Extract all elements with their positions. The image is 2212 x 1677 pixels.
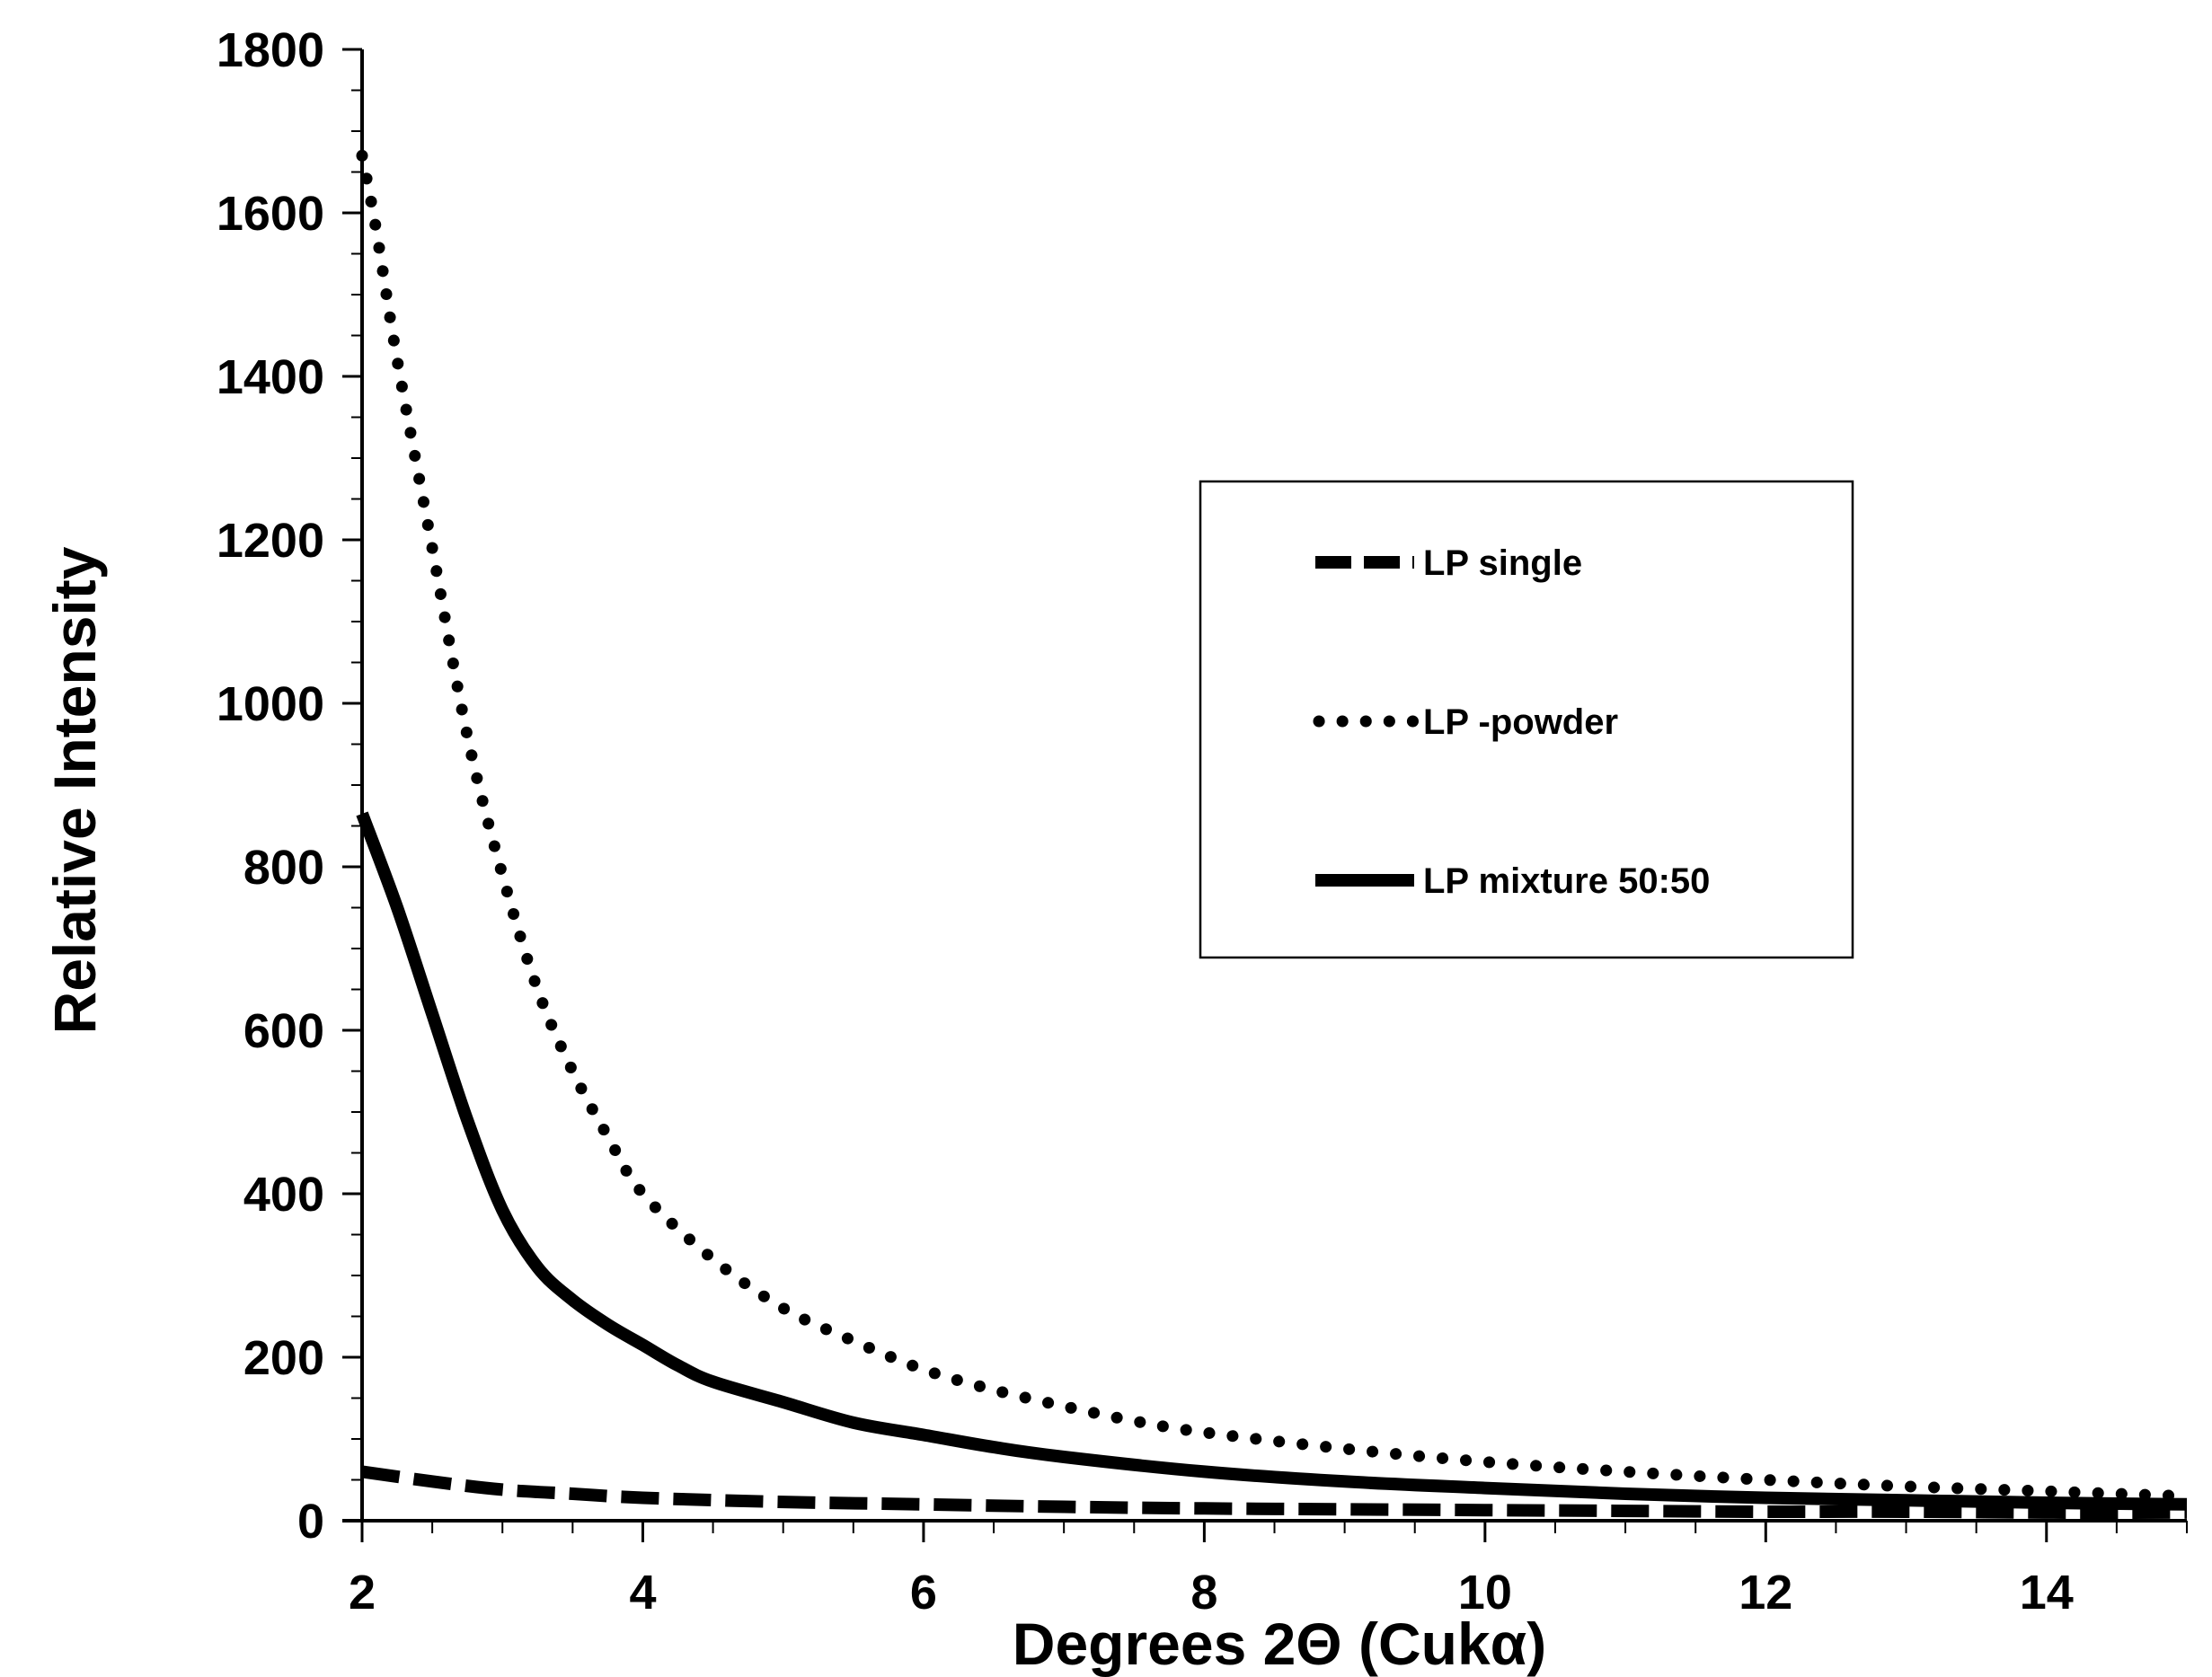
x-major-ticks (360, 1521, 2048, 1542)
x-axis-title: Degrees 2Θ (Cukα) (1013, 1611, 1546, 1677)
legend: LP single LP -powder LP mixture 50:50 (1199, 480, 1854, 959)
y-tick-label: 1000 (217, 677, 324, 731)
y-axis-title: Relative Intensity (41, 546, 108, 1034)
y-tick-label: 800 (243, 841, 324, 895)
x-tick-label: 6 (910, 1566, 937, 1620)
x-tick-label: 12 (1739, 1566, 1792, 1620)
legend-entry-lp-mixture: LP mixture 50:50 (1315, 861, 1710, 901)
y-tick-labels: 0 200 400 600 800 1000 1200 1400 1600 1800 (217, 23, 324, 1549)
series-line-lp-powder (356, 149, 2193, 1503)
series-line-lp-single (361, 1465, 2188, 1519)
y-tick-label: 1200 (217, 514, 324, 568)
legend-box (1199, 480, 1854, 959)
legend-entry-lp-powder: LP -powder (1313, 702, 1618, 742)
y-tick-label: 0 (297, 1495, 324, 1549)
x-tick-label: 14 (2020, 1566, 2074, 1620)
series-layer (356, 149, 2193, 1519)
x-minor-ticks (431, 1521, 2188, 1533)
y-tick-label: 1600 (217, 187, 324, 241)
x-tick-label: 10 (1458, 1566, 1512, 1620)
x-tick-label: 8 (1190, 1566, 1217, 1620)
series-line-lp-mixture-50-50 (356, 811, 2188, 1511)
y-axis: 0 200 400 600 800 1000 1200 1400 1600 1800 (217, 23, 364, 1549)
y-tick-label: 400 (243, 1168, 324, 1222)
y-tick-label: 1800 (217, 23, 324, 77)
x-axis: 2 4 6 8 10 12 14 (342, 1519, 2188, 1620)
y-tick-label: 600 (243, 1004, 324, 1058)
x-tick-labels: 2 4 6 8 10 12 14 (349, 1566, 2074, 1620)
y-tick-label: 200 (243, 1331, 324, 1385)
y-tick-label: 1400 (217, 350, 324, 404)
legend-label-lp-powder: LP -powder (1423, 702, 1618, 742)
x-tick-label: 4 (629, 1566, 656, 1620)
legend-entry-lp-single: LP single (1315, 543, 1582, 583)
legend-label-lp-single: LP single (1423, 543, 1582, 583)
legend-label-lp-mixture: LP mixture 50:50 (1423, 861, 1710, 901)
x-tick-label: 2 (349, 1566, 376, 1620)
